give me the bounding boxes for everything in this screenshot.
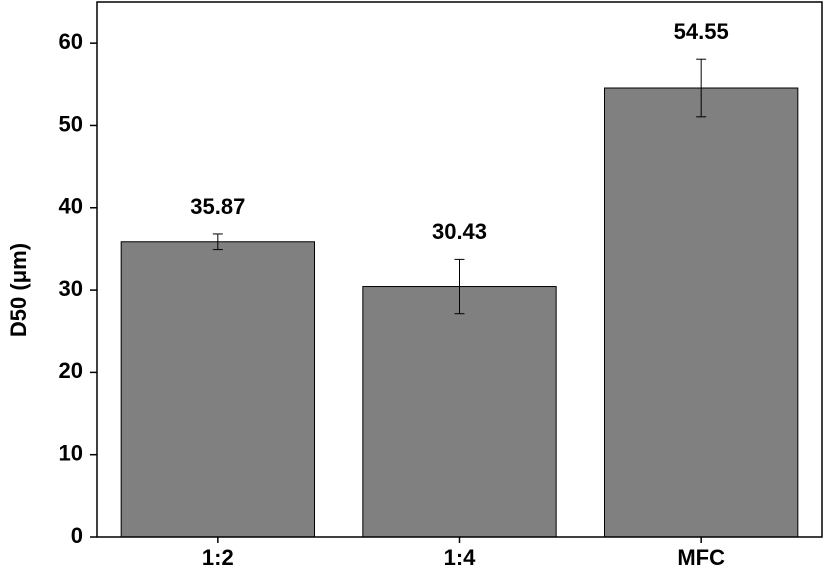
x-tick-label: 1:4 bbox=[444, 545, 477, 570]
y-tick-label: 40 bbox=[59, 194, 83, 219]
y-tick-label: 30 bbox=[59, 276, 83, 301]
value-label: 30.43 bbox=[432, 219, 487, 244]
bar bbox=[604, 87, 799, 538]
error-bar bbox=[454, 258, 465, 315]
value-label: 54.55 bbox=[674, 19, 729, 44]
error-bar bbox=[212, 233, 223, 251]
y-tick-label: 50 bbox=[59, 111, 83, 136]
plot-frame bbox=[96, 1, 823, 538]
x-tick-label: MFC bbox=[677, 545, 725, 570]
y-axis-label: D50 (μm) bbox=[6, 243, 31, 337]
y-tick-label: 60 bbox=[59, 29, 83, 54]
y-tick-label: 20 bbox=[59, 358, 83, 383]
x-tick-label: 1:2 bbox=[202, 545, 234, 570]
value-label: 35.87 bbox=[190, 194, 245, 219]
error-bar bbox=[696, 58, 707, 118]
bar bbox=[362, 286, 557, 538]
y-tick-label: 0 bbox=[71, 523, 83, 548]
y-tick-label: 10 bbox=[59, 441, 83, 466]
bar bbox=[120, 241, 315, 538]
